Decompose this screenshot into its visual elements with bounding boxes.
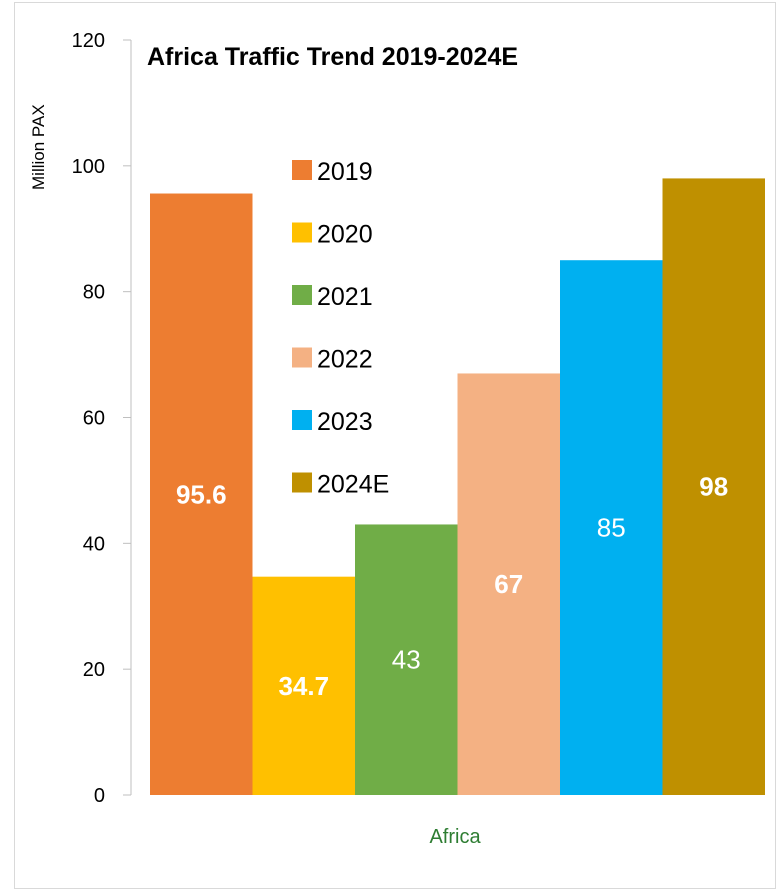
bar-2019 — [150, 193, 253, 795]
legend-label-2022: 2022 — [317, 346, 373, 374]
data-label-2019: 95.6 — [176, 479, 227, 509]
legend-swatch-2022 — [292, 347, 312, 368]
legend-label-2020: 2020 — [317, 221, 373, 249]
legend-swatch-2023 — [292, 410, 312, 430]
y-tick-label: 80 — [83, 282, 105, 304]
y-tick-label: 0 — [94, 785, 105, 807]
legend-swatch-2019 — [292, 160, 312, 180]
bar-2024e — [662, 178, 765, 795]
legend-label-2021: 2021 — [317, 283, 373, 311]
bar-2020 — [252, 576, 355, 795]
y-tick-label: 120 — [72, 30, 105, 52]
legend-swatch-2021 — [292, 285, 312, 305]
data-label-2020: 34.7 — [278, 671, 329, 701]
y-tick-label: 100 — [72, 156, 105, 178]
bar-2023 — [560, 260, 663, 795]
data-label-2022: 67 — [494, 569, 523, 599]
data-label-2024e: 98 — [699, 472, 728, 502]
bar-2022 — [457, 373, 560, 795]
legend-label-2019: 2019 — [317, 158, 373, 186]
legend-label-2024e: 2024E — [317, 471, 389, 499]
y-tick-label: 40 — [83, 533, 105, 555]
legend-swatch-2020 — [292, 222, 312, 243]
legend-swatch-2024e — [292, 472, 312, 493]
y-tick-label: 20 — [83, 659, 105, 681]
y-tick-label: 60 — [83, 408, 105, 430]
bar-2021 — [355, 524, 458, 795]
data-label-2021: 43 — [392, 645, 421, 675]
data-label-2023: 85 — [597, 513, 626, 543]
x-category-label: Africa — [429, 826, 481, 848]
legend-label-2023: 2023 — [317, 408, 373, 436]
chart-title: Africa Traffic Trend 2019-2024E — [147, 43, 518, 71]
y-axis-label: Million PAX — [29, 104, 48, 190]
